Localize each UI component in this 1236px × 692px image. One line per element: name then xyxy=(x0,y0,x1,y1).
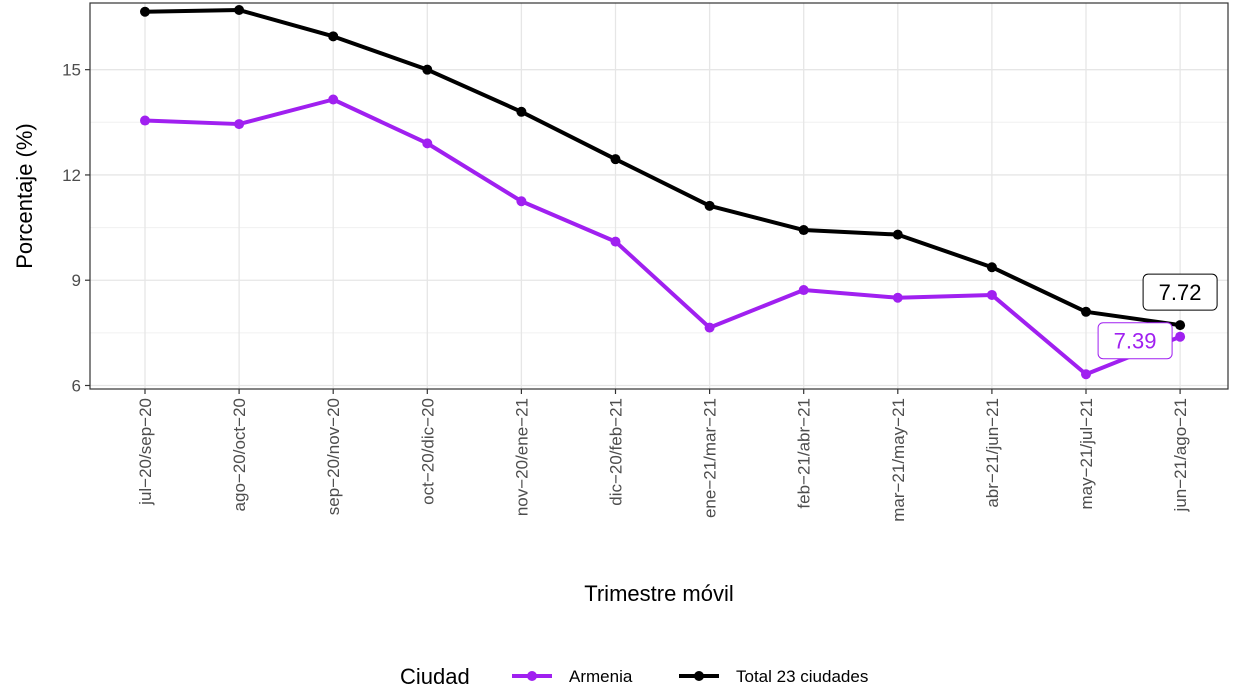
series-line xyxy=(144,8,1181,328)
data-point xyxy=(798,225,809,236)
legend-key-point xyxy=(527,671,537,681)
y-axis-title: Porcentaje (%) xyxy=(12,123,37,269)
y-tick-label: 15 xyxy=(62,61,81,80)
x-axis-title: Trimestre móvil xyxy=(584,581,734,606)
data-point xyxy=(892,229,903,240)
data-point xyxy=(610,236,621,247)
data-point xyxy=(328,31,339,42)
legend-item-label: Armenia xyxy=(569,667,633,686)
data-point xyxy=(234,5,245,16)
x-tick-label: jun−21/ago−21 xyxy=(1171,398,1190,512)
end-label-text: 7.39 xyxy=(1114,329,1157,354)
data-point xyxy=(140,115,150,126)
data-point xyxy=(1175,331,1186,342)
y-axis: 6 9 12 15 xyxy=(62,61,90,395)
end-label-box xyxy=(1097,322,1173,360)
data-point xyxy=(1081,369,1091,380)
data-point xyxy=(516,106,527,117)
x-tick-label: jul−20/sep−20 xyxy=(136,398,155,506)
x-tick-label: sep−20/nov−20 xyxy=(324,398,343,515)
data-point xyxy=(892,292,903,303)
x-tick-label: dic−20/feb−21 xyxy=(607,398,626,506)
end-label-box xyxy=(1142,273,1218,311)
data-point xyxy=(422,64,433,75)
data-point xyxy=(704,322,715,333)
data-point xyxy=(986,262,997,273)
end-labels: 7.397.72 xyxy=(1097,273,1218,360)
x-tick-label: feb−21/abr−21 xyxy=(795,398,814,509)
x-tick-label: abr−21/jun−21 xyxy=(983,398,1002,508)
x-tick-label: mar−21/may−21 xyxy=(889,398,908,522)
data-point xyxy=(328,94,339,105)
x-axis: jul−20/sep−20 ago−20/oct−20 sep−20/nov−20 o… xyxy=(136,389,1190,522)
data-point xyxy=(610,154,621,165)
legend-item-label: Total 23 ciudades xyxy=(736,667,868,686)
series-layer xyxy=(140,5,1186,380)
legend-title: Ciudad xyxy=(400,664,470,689)
legend-key-point xyxy=(694,671,704,681)
x-tick-label: ago−20/oct−20 xyxy=(230,398,249,511)
y-tick-label: 6 xyxy=(72,376,81,395)
data-point xyxy=(798,285,809,296)
x-tick-label: may−21/jul−21 xyxy=(1077,398,1096,510)
data-point xyxy=(422,138,433,149)
legend: Ciudad Armenia Total 23 ciudades xyxy=(400,664,868,689)
x-tick-label: nov−20/ene−21 xyxy=(512,398,531,516)
data-point xyxy=(1081,306,1091,317)
data-point xyxy=(986,289,997,300)
data-point xyxy=(140,6,150,17)
series-line xyxy=(144,97,1181,377)
x-tick-label: ene−21/mar−21 xyxy=(701,398,720,518)
grid xyxy=(90,3,1228,389)
end-label-text: 7.72 xyxy=(1159,280,1202,305)
y-tick-label: 9 xyxy=(72,271,81,290)
y-tick-label: 12 xyxy=(62,166,81,185)
x-tick-label: oct−20/dic−20 xyxy=(418,398,437,505)
data-point xyxy=(516,196,527,207)
data-point xyxy=(234,119,245,130)
data-point xyxy=(1175,320,1186,331)
plot-panel-border xyxy=(89,2,1229,390)
data-point xyxy=(704,200,715,211)
